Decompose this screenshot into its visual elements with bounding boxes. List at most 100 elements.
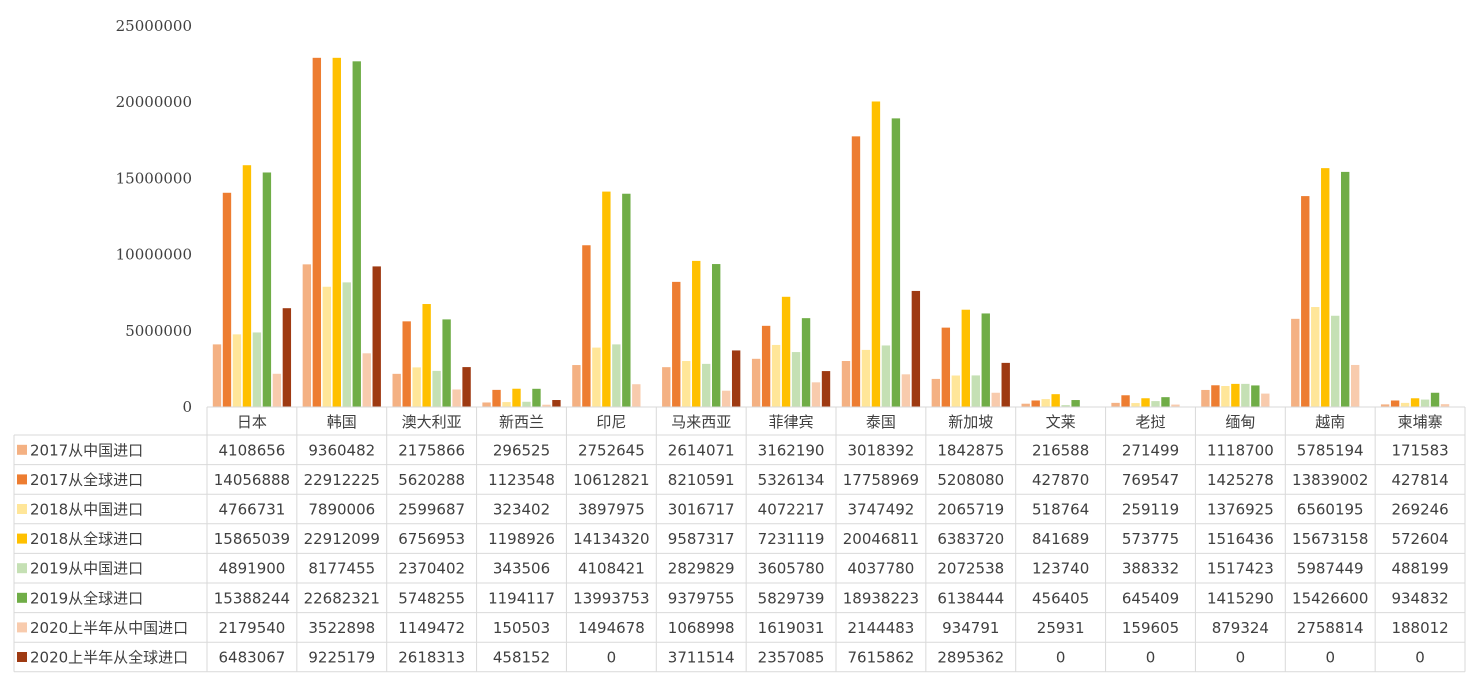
table-cell-value: 5829739 [758,589,825,607]
category-label: 新加坡 [948,413,993,431]
table-cell-value: 2618313 [398,649,465,667]
legend-label: 2017从全球进口 [30,471,143,489]
bar [422,304,430,407]
bar [672,282,680,407]
bar [552,400,560,407]
bar [852,136,860,407]
bar [902,374,910,407]
legend-key [17,622,27,632]
bar [1251,385,1259,407]
bar [862,350,870,407]
bar [612,344,620,407]
legend-label: 2019从中国进口 [30,560,143,578]
bar [912,291,920,407]
bar [782,297,790,407]
table-cell-value: 4108421 [578,560,645,578]
table-cell-value: 1194117 [488,589,555,607]
bar [223,193,231,407]
table-cell-value: 0 [1056,649,1066,667]
table-cell-value: 3016717 [668,501,735,519]
table-cell-value: 3711514 [668,649,735,667]
table-cell-value: 9587317 [668,530,735,548]
table-cell-value: 6560195 [1297,501,1364,519]
bar [702,364,710,407]
bar [502,402,510,407]
table-cell-value: 25931 [1037,619,1085,637]
table-cell-value: 8210591 [668,471,735,489]
table-cell-value: 343506 [493,560,550,578]
table-cell-value: 2370402 [398,560,465,578]
bar [1421,400,1429,407]
bar [1131,403,1139,407]
table-cell-value: 323402 [493,501,550,519]
table-cell-value: 10612821 [573,471,649,489]
table-cell-value: 427870 [1032,471,1089,489]
table-cell-value: 769547 [1122,471,1179,489]
bar [1391,400,1399,407]
category-label: 澳大利亚 [402,413,462,431]
table-cell-value: 934832 [1391,589,1448,607]
table-cell-value: 6138444 [937,589,1004,607]
category-label: 泰国 [866,413,896,431]
bar [1401,403,1409,407]
table-cell-value: 0 [607,649,617,667]
legend-key [17,563,27,573]
table-cell-value: 1842875 [937,441,1004,459]
bar [432,371,440,407]
bar [313,58,321,407]
bar [273,374,281,407]
table-cell-value: 5208080 [937,471,1004,489]
bar [1241,384,1249,407]
table-cell-value: 22912099 [304,530,380,548]
bar [283,308,291,407]
bar [932,379,940,407]
bar [582,245,590,407]
table-cell-value: 0 [1325,649,1335,667]
category-label: 马来西亚 [671,413,731,431]
y-tick-label: 15000000 [116,169,192,187]
bar [1261,394,1269,407]
table-cell-value: 456405 [1032,589,1089,607]
table-cell-value: 22682321 [304,589,380,607]
bar [233,334,241,407]
table-cell-value: 3605780 [758,560,825,578]
bar [1301,196,1309,407]
bar [303,264,311,407]
table-cell-value: 2175866 [398,441,465,459]
table-cell-value: 296525 [493,441,550,459]
table-cell-value: 488199 [1391,560,1448,578]
bar [892,118,900,407]
bar [1321,168,1329,407]
bar [1431,393,1439,407]
bar [622,194,630,407]
table-cell-value: 15426600 [1292,589,1368,607]
bar [363,353,371,407]
bar [732,350,740,407]
table-cell-value: 2752645 [578,441,645,459]
table-cell-value: 0 [1236,649,1246,667]
bar [572,365,580,407]
table-cell-value: 271499 [1122,441,1179,459]
bar [872,101,880,407]
legend-key [17,534,27,544]
bar [452,389,460,407]
category-label: 缅甸 [1225,413,1255,431]
table-cell-value: 2895362 [937,649,1004,667]
y-tick-label: 5000000 [125,322,192,340]
bar [662,367,670,407]
legend-key [17,445,27,455]
bar [1341,172,1349,407]
table-cell-value: 150503 [493,619,550,637]
table-cell-value: 14134320 [573,530,649,548]
table-cell-value: 2758814 [1297,619,1364,637]
bar [522,402,530,407]
table-cell-value: 934791 [942,619,999,637]
bar [1331,316,1339,407]
bar [323,287,331,407]
table-cell-value: 7615862 [848,649,915,667]
bar [992,393,1000,407]
legend-key [17,504,27,514]
category-label: 印尼 [596,413,626,431]
legend-label: 2020上半年从全球进口 [30,649,188,667]
bar [1231,384,1239,407]
